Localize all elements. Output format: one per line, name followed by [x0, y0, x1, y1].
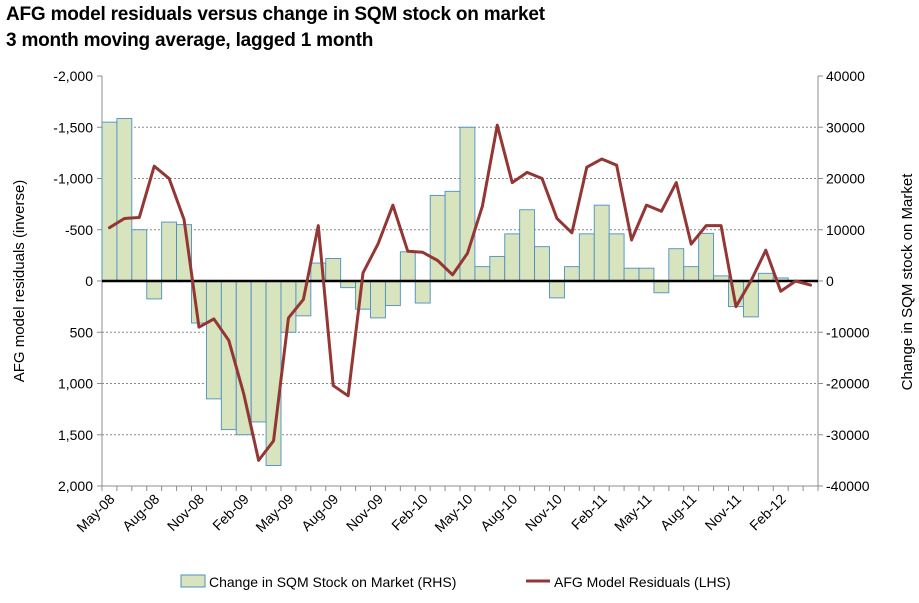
y-left-tick-label: 0	[85, 273, 93, 289]
y-left-tick-label: 500	[70, 324, 94, 340]
y-right-tick-label: 0	[826, 273, 834, 289]
bar	[459, 126, 476, 282]
x-tick-label: Nov-11	[702, 491, 745, 534]
x-tick-label: Feb-12	[746, 491, 789, 534]
y-right-tick-label: 10000	[826, 222, 865, 238]
y-right-tick-label: -40000	[826, 478, 870, 494]
y-right-tick-label: 20000	[826, 171, 865, 187]
y-left-tick-label: -500	[65, 222, 93, 238]
x-tick-label: Nov-08	[164, 491, 207, 534]
x-tick-label: Feb-11	[568, 491, 610, 533]
residuals-line	[107, 123, 813, 462]
chart-title: AFG model residuals versus change in SQM…	[6, 4, 545, 25]
x-tick-label: Aug-09	[298, 491, 341, 534]
x-tick-label: May-08	[73, 491, 117, 535]
bar	[250, 280, 267, 423]
bar	[519, 209, 536, 282]
bar	[623, 267, 640, 282]
bar	[578, 233, 595, 282]
x-tick-label: May-10	[431, 491, 475, 535]
bar	[668, 248, 685, 282]
bar	[384, 280, 401, 307]
x-tick-label: Feb-09	[209, 491, 252, 534]
bar	[205, 280, 222, 400]
bar	[370, 280, 386, 319]
bar	[534, 246, 550, 282]
y-right-tick-label: 40000	[826, 68, 865, 84]
bar	[399, 251, 416, 282]
bar	[593, 204, 610, 282]
x-tick-label: Aug-11	[657, 491, 700, 534]
x-tick-label: May-11	[611, 491, 655, 535]
bar	[683, 266, 700, 282]
y-right-axis-label: Change in SQM stock on Market	[899, 173, 916, 391]
x-tick-label: Feb-10	[388, 491, 431, 534]
bar	[325, 258, 342, 282]
y-left-tick-label: 2,000	[58, 478, 93, 494]
legend-bar-label: Change in SQM Stock on Market (RHS)	[209, 574, 456, 590]
bar	[429, 194, 446, 282]
bar	[638, 267, 655, 282]
bar	[101, 121, 118, 282]
y-right-tick-label: 30000	[826, 119, 865, 135]
chart-subtitle: 3 month moving average, lagged 1 month	[6, 30, 374, 51]
bar	[489, 255, 506, 282]
bar	[161, 221, 178, 282]
bar	[474, 266, 491, 282]
legend-line-label: AFG Model Residuals (LHS)	[554, 574, 731, 590]
bar	[131, 229, 148, 282]
y-left-axis-label: AFG model residuals (inverse)	[11, 180, 28, 383]
bar	[504, 233, 521, 282]
x-tick-label: Nov-09	[343, 491, 386, 534]
bar	[549, 280, 565, 299]
y-left-tick-label: 1,500	[58, 427, 93, 443]
y-left-tick-label: -1,500	[53, 119, 93, 135]
x-tick-label: Aug-08	[119, 491, 162, 534]
bar	[146, 280, 163, 300]
y-right-tick-label: -10000	[826, 324, 870, 340]
y-right-tick-label: -30000	[826, 427, 870, 443]
bar	[608, 233, 625, 282]
bar	[742, 280, 759, 318]
x-tick-label: Aug-10	[477, 491, 520, 534]
x-tick-label: Nov-10	[522, 491, 565, 534]
y-right-tick-label: -20000	[826, 376, 870, 392]
y-left-tick-label: -1,000	[53, 171, 93, 187]
bar	[563, 266, 580, 282]
x-tick-label: May-09	[252, 491, 296, 535]
y-left-tick-label: -2,000	[53, 68, 93, 84]
bar	[116, 118, 133, 282]
y-left-tick-label: 1,000	[58, 376, 93, 392]
bar	[653, 280, 670, 294]
bar	[698, 232, 715, 282]
legend-bar-swatch	[180, 574, 206, 588]
bar	[414, 280, 431, 304]
